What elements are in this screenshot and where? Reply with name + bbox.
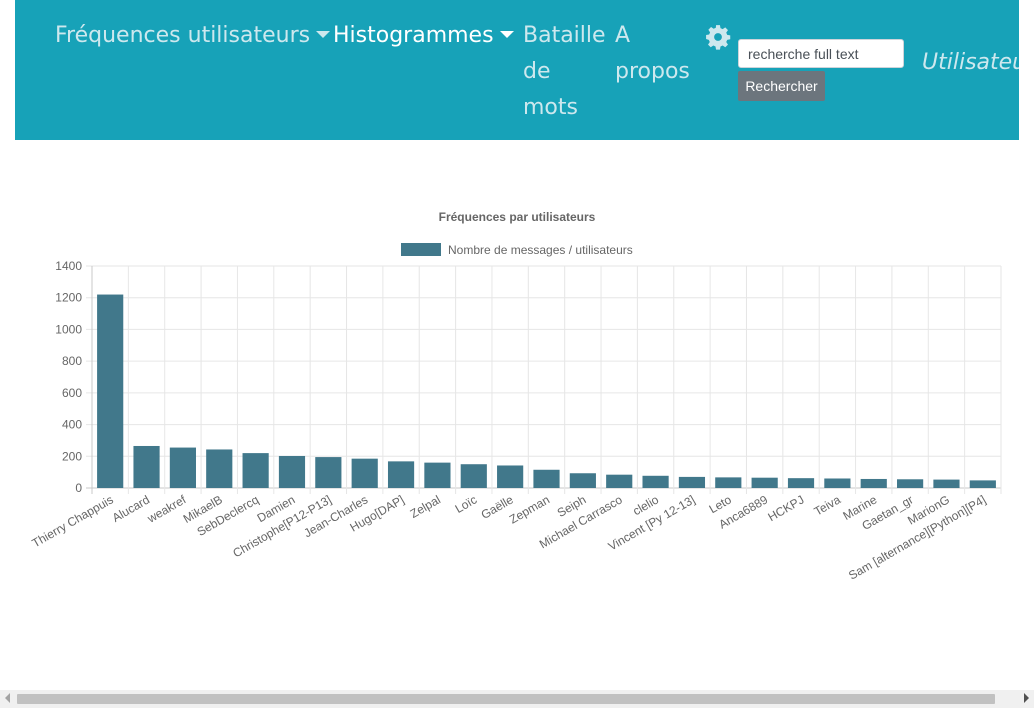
nav-histogrammes-label: Histogrammes (333, 23, 494, 48)
x-tick-label: HCKPJ (765, 492, 806, 524)
x-tick-label: Teiva (812, 492, 844, 518)
scroll-right-icon[interactable] (1024, 693, 1029, 703)
bar[interactable] (278, 455, 306, 488)
horizontal-scrollbar[interactable] (0, 690, 1034, 708)
bar[interactable] (206, 449, 233, 488)
bar[interactable] (533, 469, 560, 488)
nav-apropos-line-2: propos (615, 59, 690, 84)
bar[interactable] (387, 461, 415, 488)
x-tick-label: weakref (144, 492, 189, 526)
bar[interactable] (424, 462, 451, 488)
nav-bataille-line-3: mots (523, 95, 578, 120)
bar[interactable] (897, 479, 924, 488)
bar[interactable] (933, 479, 960, 488)
bar[interactable] (751, 477, 778, 488)
legend-label[interactable]: Nombre de messages / utilisateurs (448, 243, 633, 257)
nav-frequences-dropdown[interactable]: Fréquences utilisateurs (55, 18, 331, 54)
scrollbar-thumb[interactable] (17, 694, 995, 704)
scroll-left-icon[interactable] (5, 693, 10, 703)
x-tick-label: Zelpal (408, 492, 443, 520)
bar[interactable] (460, 464, 487, 488)
nav-bataille-line-2: de (523, 59, 551, 84)
nav-frequences-label: Fréquences utilisateurs (55, 23, 311, 48)
bar[interactable] (497, 465, 524, 488)
bar[interactable] (351, 458, 378, 488)
y-tick-label: 0 (75, 481, 82, 495)
bar[interactable] (860, 478, 887, 488)
bar[interactable] (169, 447, 196, 488)
navbar: Fréquences utilisateurs Histogrammes Bat… (15, 0, 1019, 140)
search-input[interactable] (738, 39, 904, 68)
chevron-down-icon (499, 30, 514, 38)
bar[interactable] (715, 477, 742, 488)
bar[interactable] (569, 473, 596, 488)
bar[interactable] (824, 478, 851, 488)
x-tick-label: Loïc (453, 492, 480, 515)
bar[interactable] (969, 480, 996, 488)
search-button[interactable]: Rechercher (738, 71, 825, 101)
y-tick-label: 1000 (55, 322, 82, 336)
y-tick-label: 1400 (55, 259, 82, 273)
bar[interactable] (606, 474, 633, 488)
bar[interactable] (242, 453, 269, 488)
x-tick-label: Thierry Chappuis (30, 492, 116, 550)
gear-icon[interactable] (705, 24, 731, 50)
bar[interactable] (133, 445, 160, 488)
y-tick-label: 400 (62, 418, 82, 432)
chevron-down-icon (316, 30, 331, 38)
legend-swatch[interactable] (401, 243, 441, 256)
y-tick-label: 1200 (55, 291, 82, 305)
bar-chart: Fréquences par utilisateurs Nombre de me… (30, 210, 1002, 583)
y-tick-label: 600 (62, 386, 82, 400)
bar[interactable] (642, 475, 669, 488)
x-tick-label: Alucard (110, 492, 152, 524)
bar[interactable] (97, 294, 124, 488)
nav-bataille-de-mots[interactable]: Bataille de mots (523, 18, 606, 126)
chart-title: Fréquences par utilisateurs (439, 210, 596, 224)
bar[interactable] (315, 457, 342, 488)
y-tick-label: 800 (62, 354, 82, 368)
nav-bataille-line-1: Bataille (523, 23, 606, 48)
nav-utilisateur[interactable]: Utilisateur (922, 50, 1019, 75)
bar[interactable] (678, 476, 706, 488)
nav-histogrammes-dropdown[interactable]: Histogrammes (333, 18, 514, 54)
nav-a-propos[interactable]: A propos (615, 18, 690, 90)
y-tick-label: 200 (62, 449, 82, 463)
x-tick-label: Zepman (507, 492, 552, 526)
nav-apropos-line-1: A (615, 23, 631, 48)
bar[interactable] (787, 478, 815, 488)
